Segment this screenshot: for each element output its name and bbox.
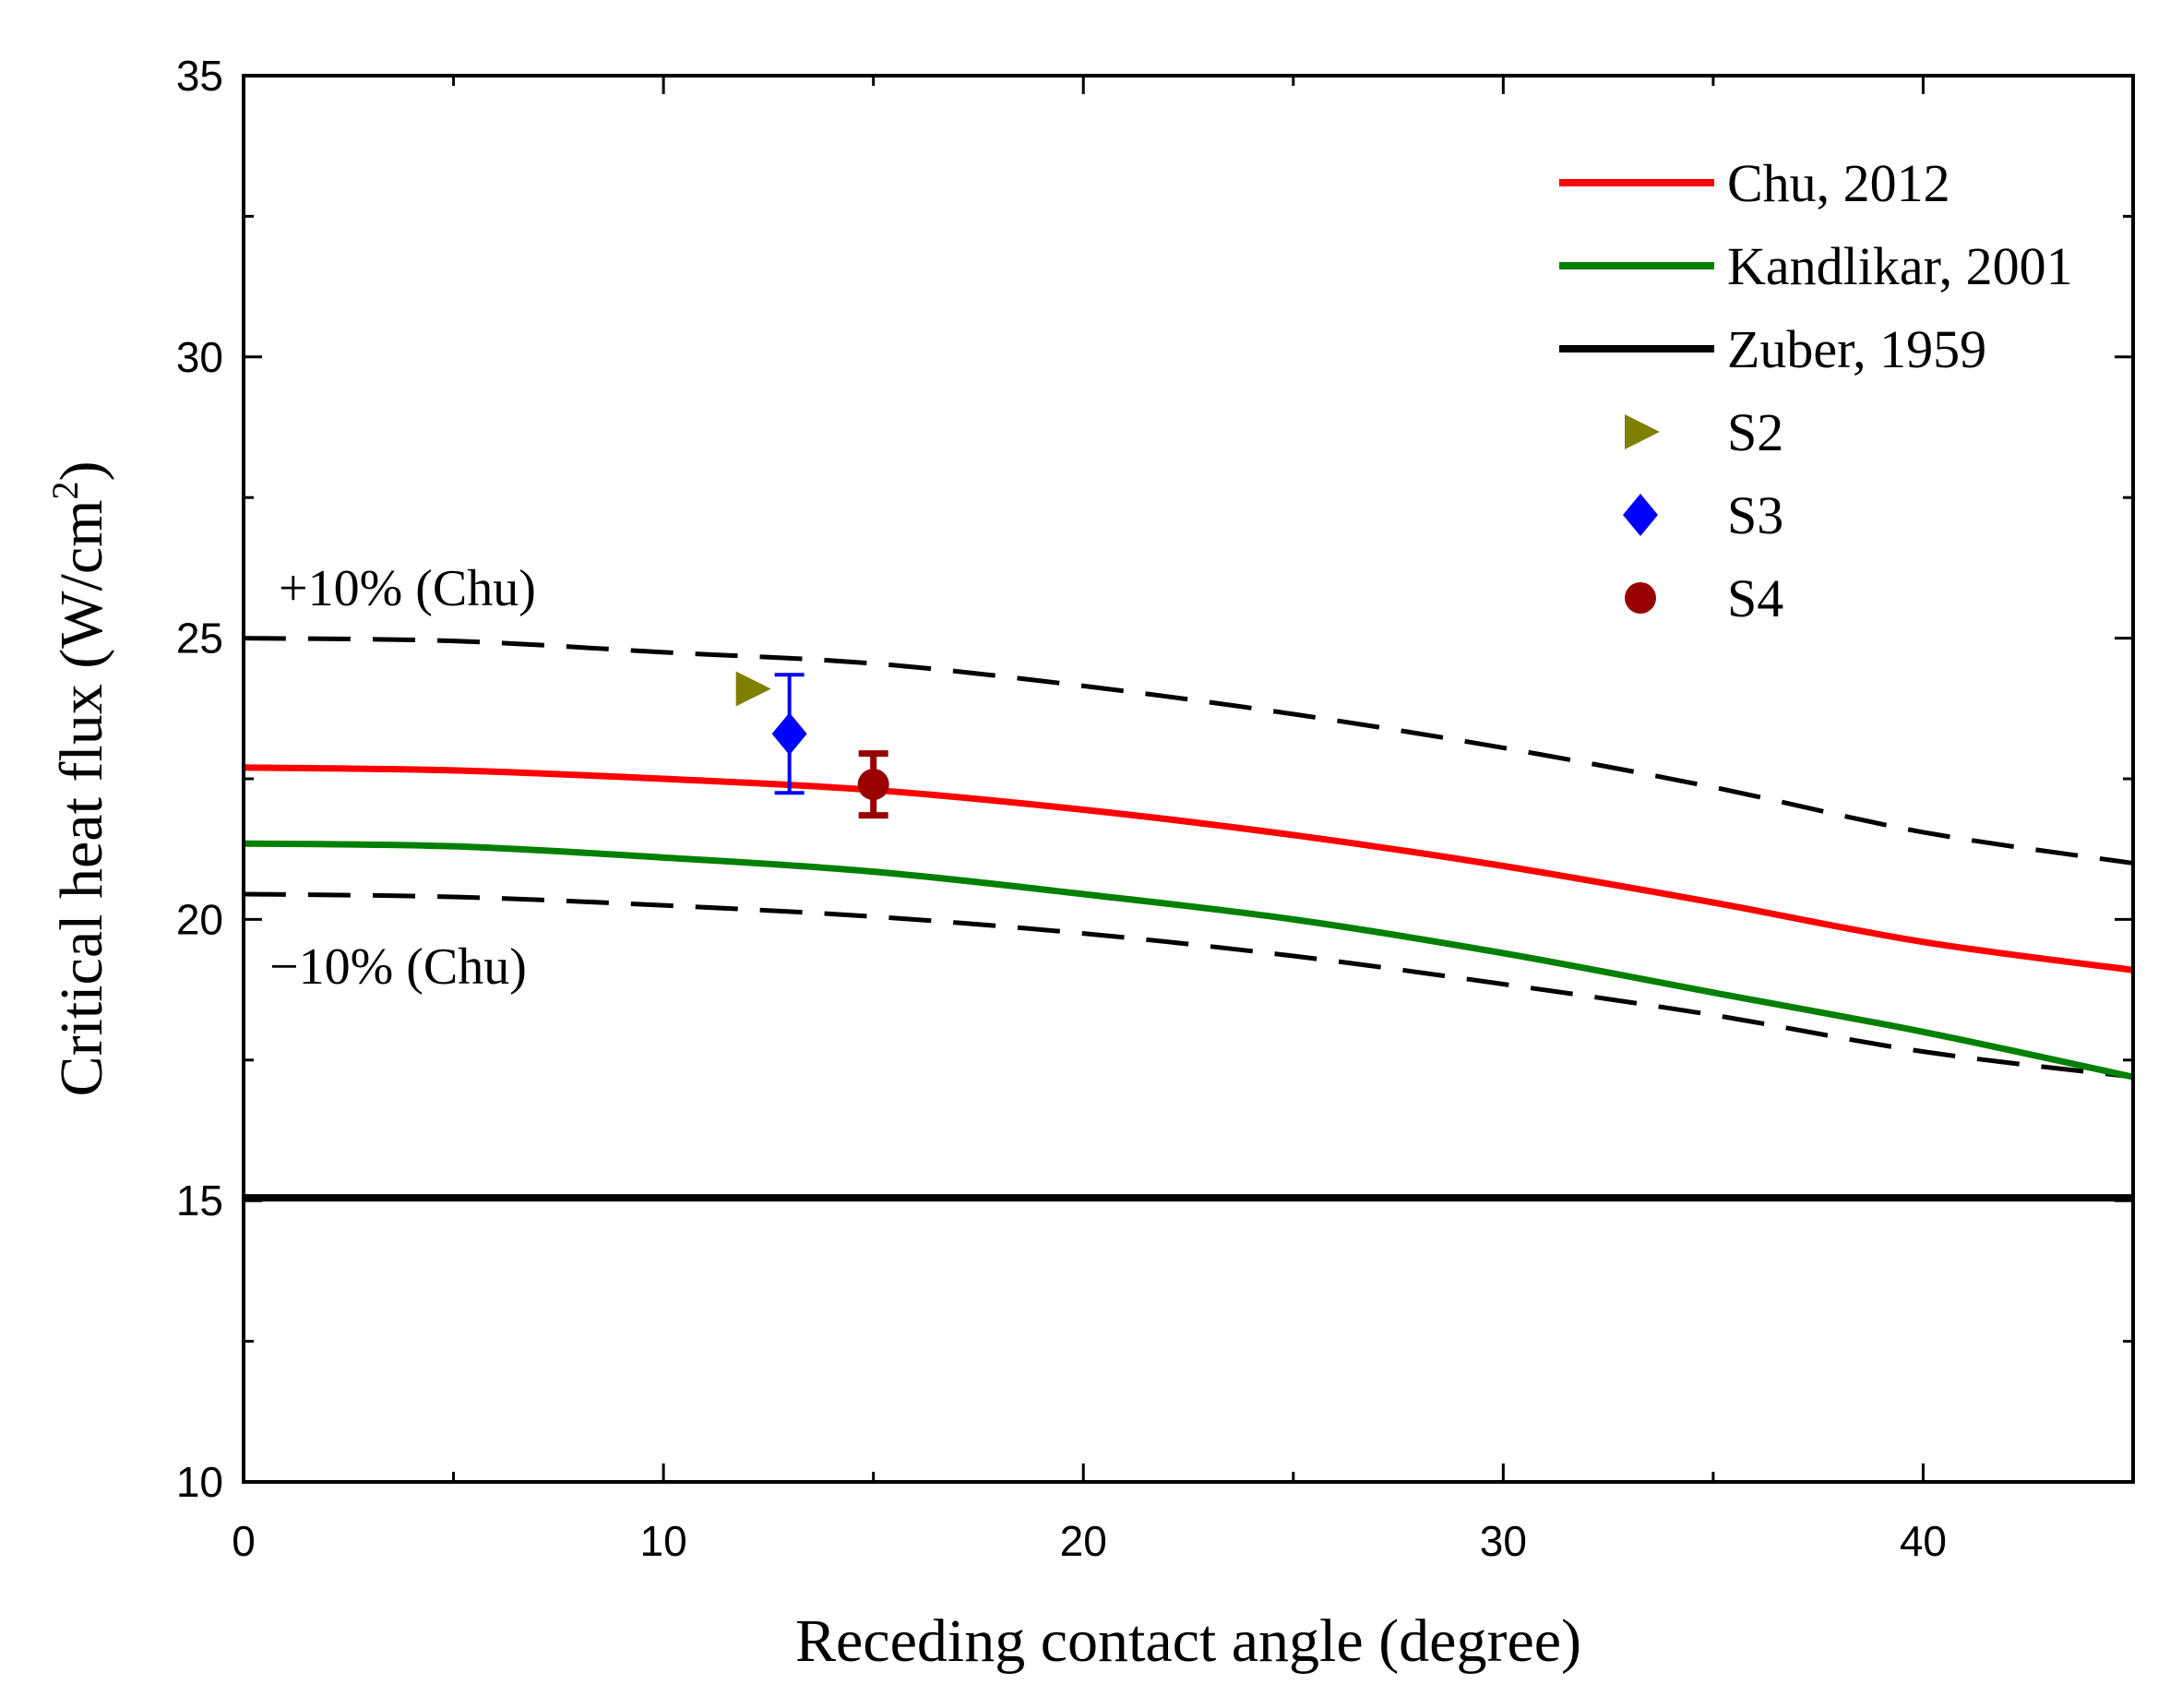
legend-swatch-s3 xyxy=(1623,494,1658,536)
y-tick-label: 35 xyxy=(176,52,223,100)
x-tick-label: 30 xyxy=(1480,1517,1527,1565)
legend-label-s3: S3 xyxy=(1727,485,1783,545)
x-tick-label: 0 xyxy=(232,1517,256,1565)
plot-content xyxy=(243,636,2134,1202)
x-tick-label: 40 xyxy=(1900,1517,1947,1565)
lower-bound-label: −10% (Chu) xyxy=(269,938,527,996)
series-line-chu-2012 xyxy=(243,764,2134,973)
y-axis-title: Critical heat flux (W/cm2) xyxy=(44,461,115,1097)
y-axis-title-main: Critical heat flux (W/cm xyxy=(48,500,115,1097)
series-line-kandlikar-2001 xyxy=(243,840,2134,1081)
y-axis-title-superscript: 2 xyxy=(44,482,86,500)
upper-bound-label: +10% (Chu) xyxy=(279,560,536,617)
axis-ticks xyxy=(242,74,2135,1484)
upper-bound-line xyxy=(243,636,2134,866)
legend-label-kandlikar-2001: Kandlikar, 2001 xyxy=(1727,236,2073,296)
legend-label-zuber-1959: Zuber, 1959 xyxy=(1727,319,1986,379)
y-tick-label: 25 xyxy=(176,615,223,663)
legend-swatch-s4 xyxy=(1625,582,1656,614)
legend-label-s2: S2 xyxy=(1727,402,1783,462)
legend-label-s4: S4 xyxy=(1727,568,1783,628)
y-tick-label: 30 xyxy=(176,333,223,381)
y-tick-label: 15 xyxy=(176,1176,223,1224)
legend: Chu, 2012 Kandlikar, 2001 Zuber, 1959 S2 S3 S… xyxy=(1559,153,2073,628)
data-point-s2 xyxy=(735,671,771,707)
y-tick-label: 10 xyxy=(176,1458,223,1506)
x-tick-label: 20 xyxy=(1060,1517,1107,1565)
legend-label-chu-2012: Chu, 2012 xyxy=(1727,153,1950,213)
legend-swatch-s2 xyxy=(1625,414,1660,449)
data-point-s4 xyxy=(857,769,889,801)
x-tick-label: 10 xyxy=(640,1517,687,1565)
y-axis-title-close: ) xyxy=(48,461,115,482)
data-point-s3 xyxy=(771,712,807,756)
x-axis-title: Receding contact angle (degree) xyxy=(795,1607,1581,1675)
lower-bound-line xyxy=(243,891,2134,1080)
y-tick-label: 20 xyxy=(176,895,223,943)
